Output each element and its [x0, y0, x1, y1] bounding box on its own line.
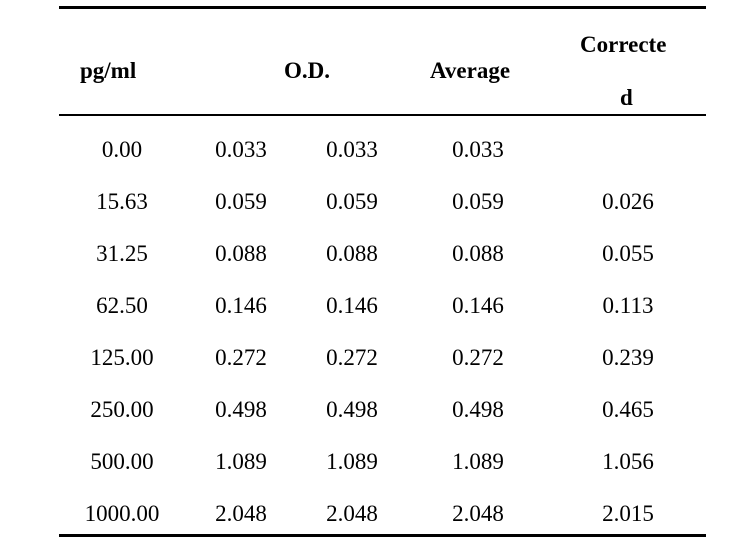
cell-corrected: 0.113 [602, 293, 654, 318]
cell-concentration: 0.00 [101, 137, 143, 162]
cell-od-2: 0.146 [326, 293, 378, 318]
table-bottom-rule [59, 534, 706, 537]
cell-od-1: 0.146 [215, 293, 267, 318]
cell-average: 0.146 [452, 293, 504, 318]
cell-od-2: 0.272 [326, 345, 378, 370]
cell-od-1: 0.088 [215, 241, 267, 266]
cell-od-2: 0.033 [326, 137, 378, 162]
cell-od-2: 1.089 [326, 449, 378, 474]
cell-corrected: 2.015 [602, 501, 654, 526]
cell-concentration: 31.25 [96, 241, 148, 266]
table-top-rule [59, 6, 706, 9]
cell-corrected: 0.465 [602, 397, 654, 422]
header-od: O.D. [284, 58, 330, 83]
header-divider-rule [59, 114, 706, 116]
cell-od-2: 0.498 [326, 397, 378, 422]
header-corrected-line2: d [620, 85, 633, 110]
cell-concentration: 500.00 [90, 449, 154, 474]
cell-average: 2.048 [452, 501, 504, 526]
header-average: Average [430, 58, 511, 83]
cell-average: 0.088 [452, 241, 504, 266]
cell-concentration: 125.00 [90, 345, 154, 370]
table-row: 250.00 0.498 0.498 0.498 0.465 [59, 384, 706, 436]
cell-od-1: 1.089 [215, 449, 267, 474]
table-row: 31.25 0.088 0.088 0.088 0.055 [59, 228, 706, 280]
header-corrected-line1: Correcte [580, 32, 667, 57]
cell-average: 0.498 [452, 397, 504, 422]
cell-corrected: 1.056 [602, 449, 654, 474]
standard-curve-table: pg/ml O.D. Average Correcte d 0.00 0.033… [59, 6, 706, 540]
cell-od-1: 0.033 [215, 137, 267, 162]
cell-corrected: 0.026 [602, 189, 654, 214]
cell-od-2: 0.059 [326, 189, 378, 214]
table-row: 125.00 0.272 0.272 0.272 0.239 [59, 332, 706, 384]
cell-od-1: 0.498 [215, 397, 267, 422]
table-row: 1000.00 2.048 2.048 2.048 2.015 [59, 488, 706, 540]
table-row: 62.50 0.146 0.146 0.146 0.113 [59, 280, 706, 332]
cell-od-1: 0.059 [215, 189, 267, 214]
cell-concentration: 15.63 [96, 189, 148, 214]
table-row: 500.00 1.089 1.089 1.089 1.056 [59, 436, 706, 488]
header-concentration: pg/ml [80, 58, 137, 83]
cell-od-2: 2.048 [326, 501, 378, 526]
cell-corrected: 0.055 [602, 241, 654, 266]
cell-od-2: 0.088 [326, 241, 378, 266]
cell-average: 0.272 [452, 345, 504, 370]
cell-concentration: 250.00 [90, 397, 154, 422]
cell-od-1: 0.272 [215, 345, 267, 370]
cell-average: 0.033 [452, 137, 504, 162]
table-row: 0.00 0.033 0.033 0.033 [59, 124, 706, 176]
cell-average: 0.059 [452, 189, 504, 214]
cell-concentration: 1000.00 [84, 501, 160, 526]
cell-concentration: 62.50 [96, 293, 148, 318]
cell-corrected: 0.239 [602, 345, 654, 370]
table-row: 15.63 0.059 0.059 0.059 0.026 [59, 176, 706, 228]
cell-average: 1.089 [452, 449, 504, 474]
cell-od-1: 2.048 [215, 501, 267, 526]
